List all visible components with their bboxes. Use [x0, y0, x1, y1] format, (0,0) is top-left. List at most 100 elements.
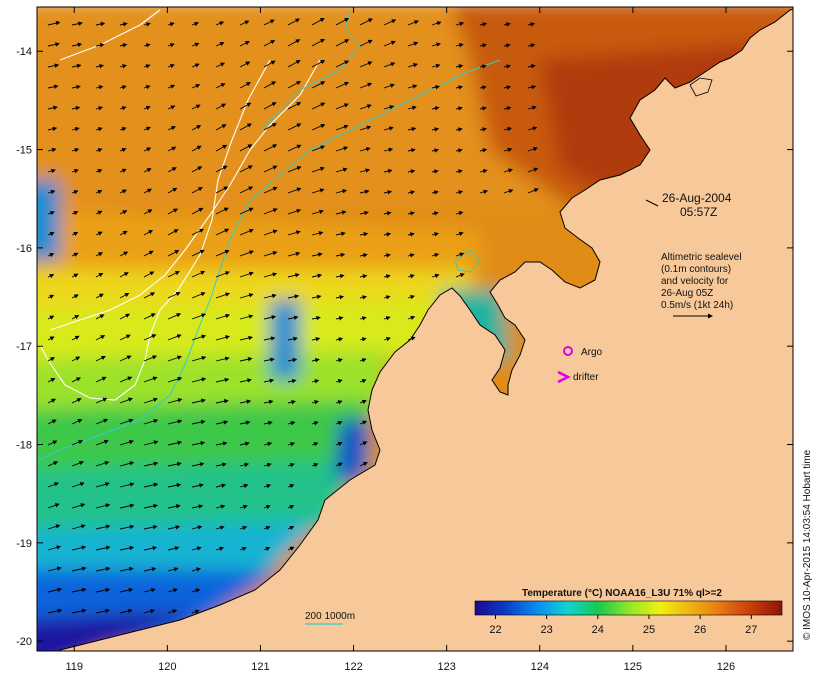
velocity-arrow — [71, 21, 83, 26]
velocity-arrow — [335, 81, 350, 89]
velocity-arrow — [335, 39, 350, 47]
velocity-arrow — [407, 148, 416, 153]
velocity-arrow — [215, 249, 230, 257]
velocity-arrow — [239, 165, 253, 173]
velocity-arrow — [167, 105, 176, 110]
velocity-arrow — [263, 420, 273, 426]
velocity-arrow — [119, 524, 135, 530]
velocity-arrow — [359, 232, 369, 237]
velocity-arrow — [407, 84, 418, 89]
velocity-arrow — [431, 190, 439, 195]
colorbar: Temperature (°C) NOAA16_L3U 71% ql>=2 22… — [474, 588, 783, 636]
velocity-arrow — [95, 608, 110, 614]
velocity-arrow — [71, 315, 80, 320]
velocity-arrow — [527, 43, 536, 48]
velocity-arrow — [47, 294, 55, 299]
velocity-arrow — [431, 211, 439, 216]
velocity-arrow — [143, 587, 156, 593]
velocity-arrow — [215, 271, 230, 278]
velocity-arrow — [359, 39, 373, 47]
velocity-arrow — [383, 337, 391, 342]
colorbar-tick-label: 27 — [745, 624, 757, 636]
velocity-arrow — [359, 189, 370, 195]
velocity-arrow — [215, 399, 229, 404]
velocity-arrow — [287, 420, 296, 426]
velocity-arrow — [47, 608, 63, 614]
velocity-arrow — [215, 335, 230, 341]
velocity-arrow — [95, 355, 106, 362]
velocity-arrow — [167, 313, 182, 320]
velocity-arrow — [239, 186, 254, 194]
velocity-arrow — [311, 294, 322, 300]
velocity-arrow — [191, 462, 205, 467]
velocity-arrow — [311, 17, 325, 26]
velocity-arrow — [143, 418, 159, 425]
velocity-arrow — [191, 525, 203, 530]
velocity-arrow — [527, 126, 538, 131]
velocity-arrow — [167, 271, 180, 278]
velocity-arrow — [119, 292, 130, 299]
velocity-arrow — [71, 84, 81, 90]
velocity-arrow — [95, 503, 111, 509]
velocity-arrow — [263, 165, 278, 173]
velocity-arrow — [71, 460, 84, 467]
colorbar-tick-label: 26 — [694, 624, 706, 636]
velocity-arrow — [287, 208, 302, 215]
velocity-arrow — [191, 292, 206, 299]
velocity-arrow — [71, 273, 79, 278]
velocity-arrow — [47, 210, 55, 216]
velocity-arrow — [95, 127, 103, 132]
velocity-arrow — [143, 168, 152, 173]
velocity-arrow — [119, 168, 127, 173]
velocity-arrow — [503, 147, 513, 153]
velocity-arrow — [143, 147, 152, 152]
lon-tick-label: 122 — [344, 661, 362, 673]
velocity-arrow — [239, 378, 252, 383]
velocity-arrow — [47, 126, 58, 132]
velocity-arrow — [167, 84, 176, 89]
plot-area — [37, 7, 793, 651]
velocity-arrow — [239, 61, 251, 68]
velocity-arrow — [215, 356, 230, 362]
velocity-arrow — [119, 230, 128, 236]
argo-label: Argo — [581, 347, 603, 358]
velocity-arrow — [143, 397, 158, 404]
velocity-arrow — [239, 102, 252, 110]
velocity-arrow — [71, 482, 85, 488]
velocity-arrow — [359, 253, 368, 258]
velocity-arrow — [287, 546, 295, 551]
velocity-arrow — [239, 483, 249, 489]
velocity-arrow — [167, 292, 181, 299]
velocity-arrow — [71, 210, 79, 216]
velocity-arrow — [191, 504, 204, 509]
velocity-arrow — [455, 106, 463, 111]
velocity-arrow — [215, 462, 227, 467]
lat-tick-label: -16 — [16, 243, 32, 255]
velocity-arrow — [191, 187, 203, 194]
land-mass — [59, 7, 793, 651]
velocity-arrow — [287, 357, 298, 363]
velocity-arrow — [311, 145, 326, 152]
velocity-arrow — [407, 20, 419, 26]
altimetry-line-1: Altimetric sealevel — [661, 252, 742, 263]
velocity-arrow — [71, 419, 83, 425]
velocity-arrow — [527, 84, 537, 90]
velocity-arrow — [527, 22, 536, 27]
velocity-arrow — [167, 208, 178, 215]
velocity-arrow — [431, 169, 439, 174]
velocity-arrow — [383, 19, 397, 26]
velocity-arrow — [71, 587, 87, 593]
velocity-arrow — [263, 441, 273, 447]
velocity-arrow — [359, 104, 372, 110]
velocity-arrow — [455, 169, 463, 174]
velocity-arrow — [527, 105, 537, 110]
velocity-arrow — [359, 399, 367, 405]
velocity-arrow — [119, 418, 134, 425]
date-pointer — [645, 199, 659, 207]
velocity-arrow — [359, 18, 373, 26]
velocity-arrow — [47, 398, 56, 404]
velocity-arrow — [335, 167, 348, 173]
velocity-arrow — [479, 106, 487, 111]
velocity-arrow — [455, 273, 465, 278]
